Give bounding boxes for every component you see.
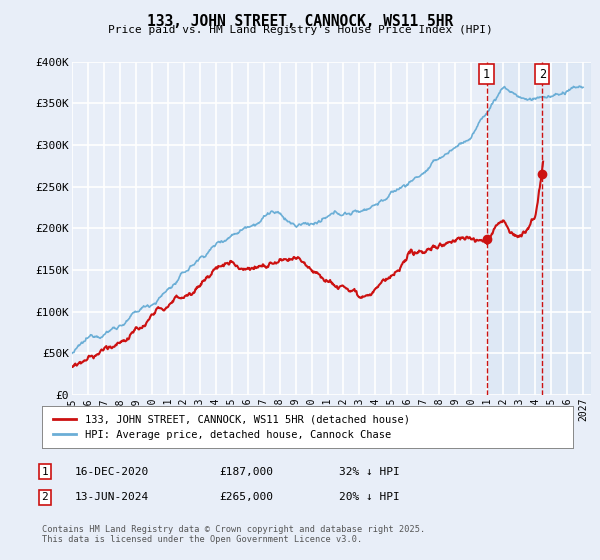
Text: 20% ↓ HPI: 20% ↓ HPI xyxy=(339,492,400,502)
Text: Price paid vs. HM Land Registry's House Price Index (HPI): Price paid vs. HM Land Registry's House … xyxy=(107,25,493,35)
Text: 1: 1 xyxy=(483,68,490,81)
Text: 16-DEC-2020: 16-DEC-2020 xyxy=(75,466,149,477)
Bar xyxy=(487,62,591,395)
Legend: 133, JOHN STREET, CANNOCK, WS11 5HR (detached house), HPI: Average price, detach: 133, JOHN STREET, CANNOCK, WS11 5HR (det… xyxy=(47,408,416,446)
Text: 32% ↓ HPI: 32% ↓ HPI xyxy=(339,466,400,477)
Text: 133, JOHN STREET, CANNOCK, WS11 5HR: 133, JOHN STREET, CANNOCK, WS11 5HR xyxy=(147,14,453,29)
Text: £187,000: £187,000 xyxy=(219,466,273,477)
Text: 1: 1 xyxy=(41,466,49,477)
Text: 2: 2 xyxy=(539,68,546,81)
Text: £265,000: £265,000 xyxy=(219,492,273,502)
Text: 13-JUN-2024: 13-JUN-2024 xyxy=(75,492,149,502)
Text: Contains HM Land Registry data © Crown copyright and database right 2025.
This d: Contains HM Land Registry data © Crown c… xyxy=(42,525,425,544)
Text: 2: 2 xyxy=(41,492,49,502)
